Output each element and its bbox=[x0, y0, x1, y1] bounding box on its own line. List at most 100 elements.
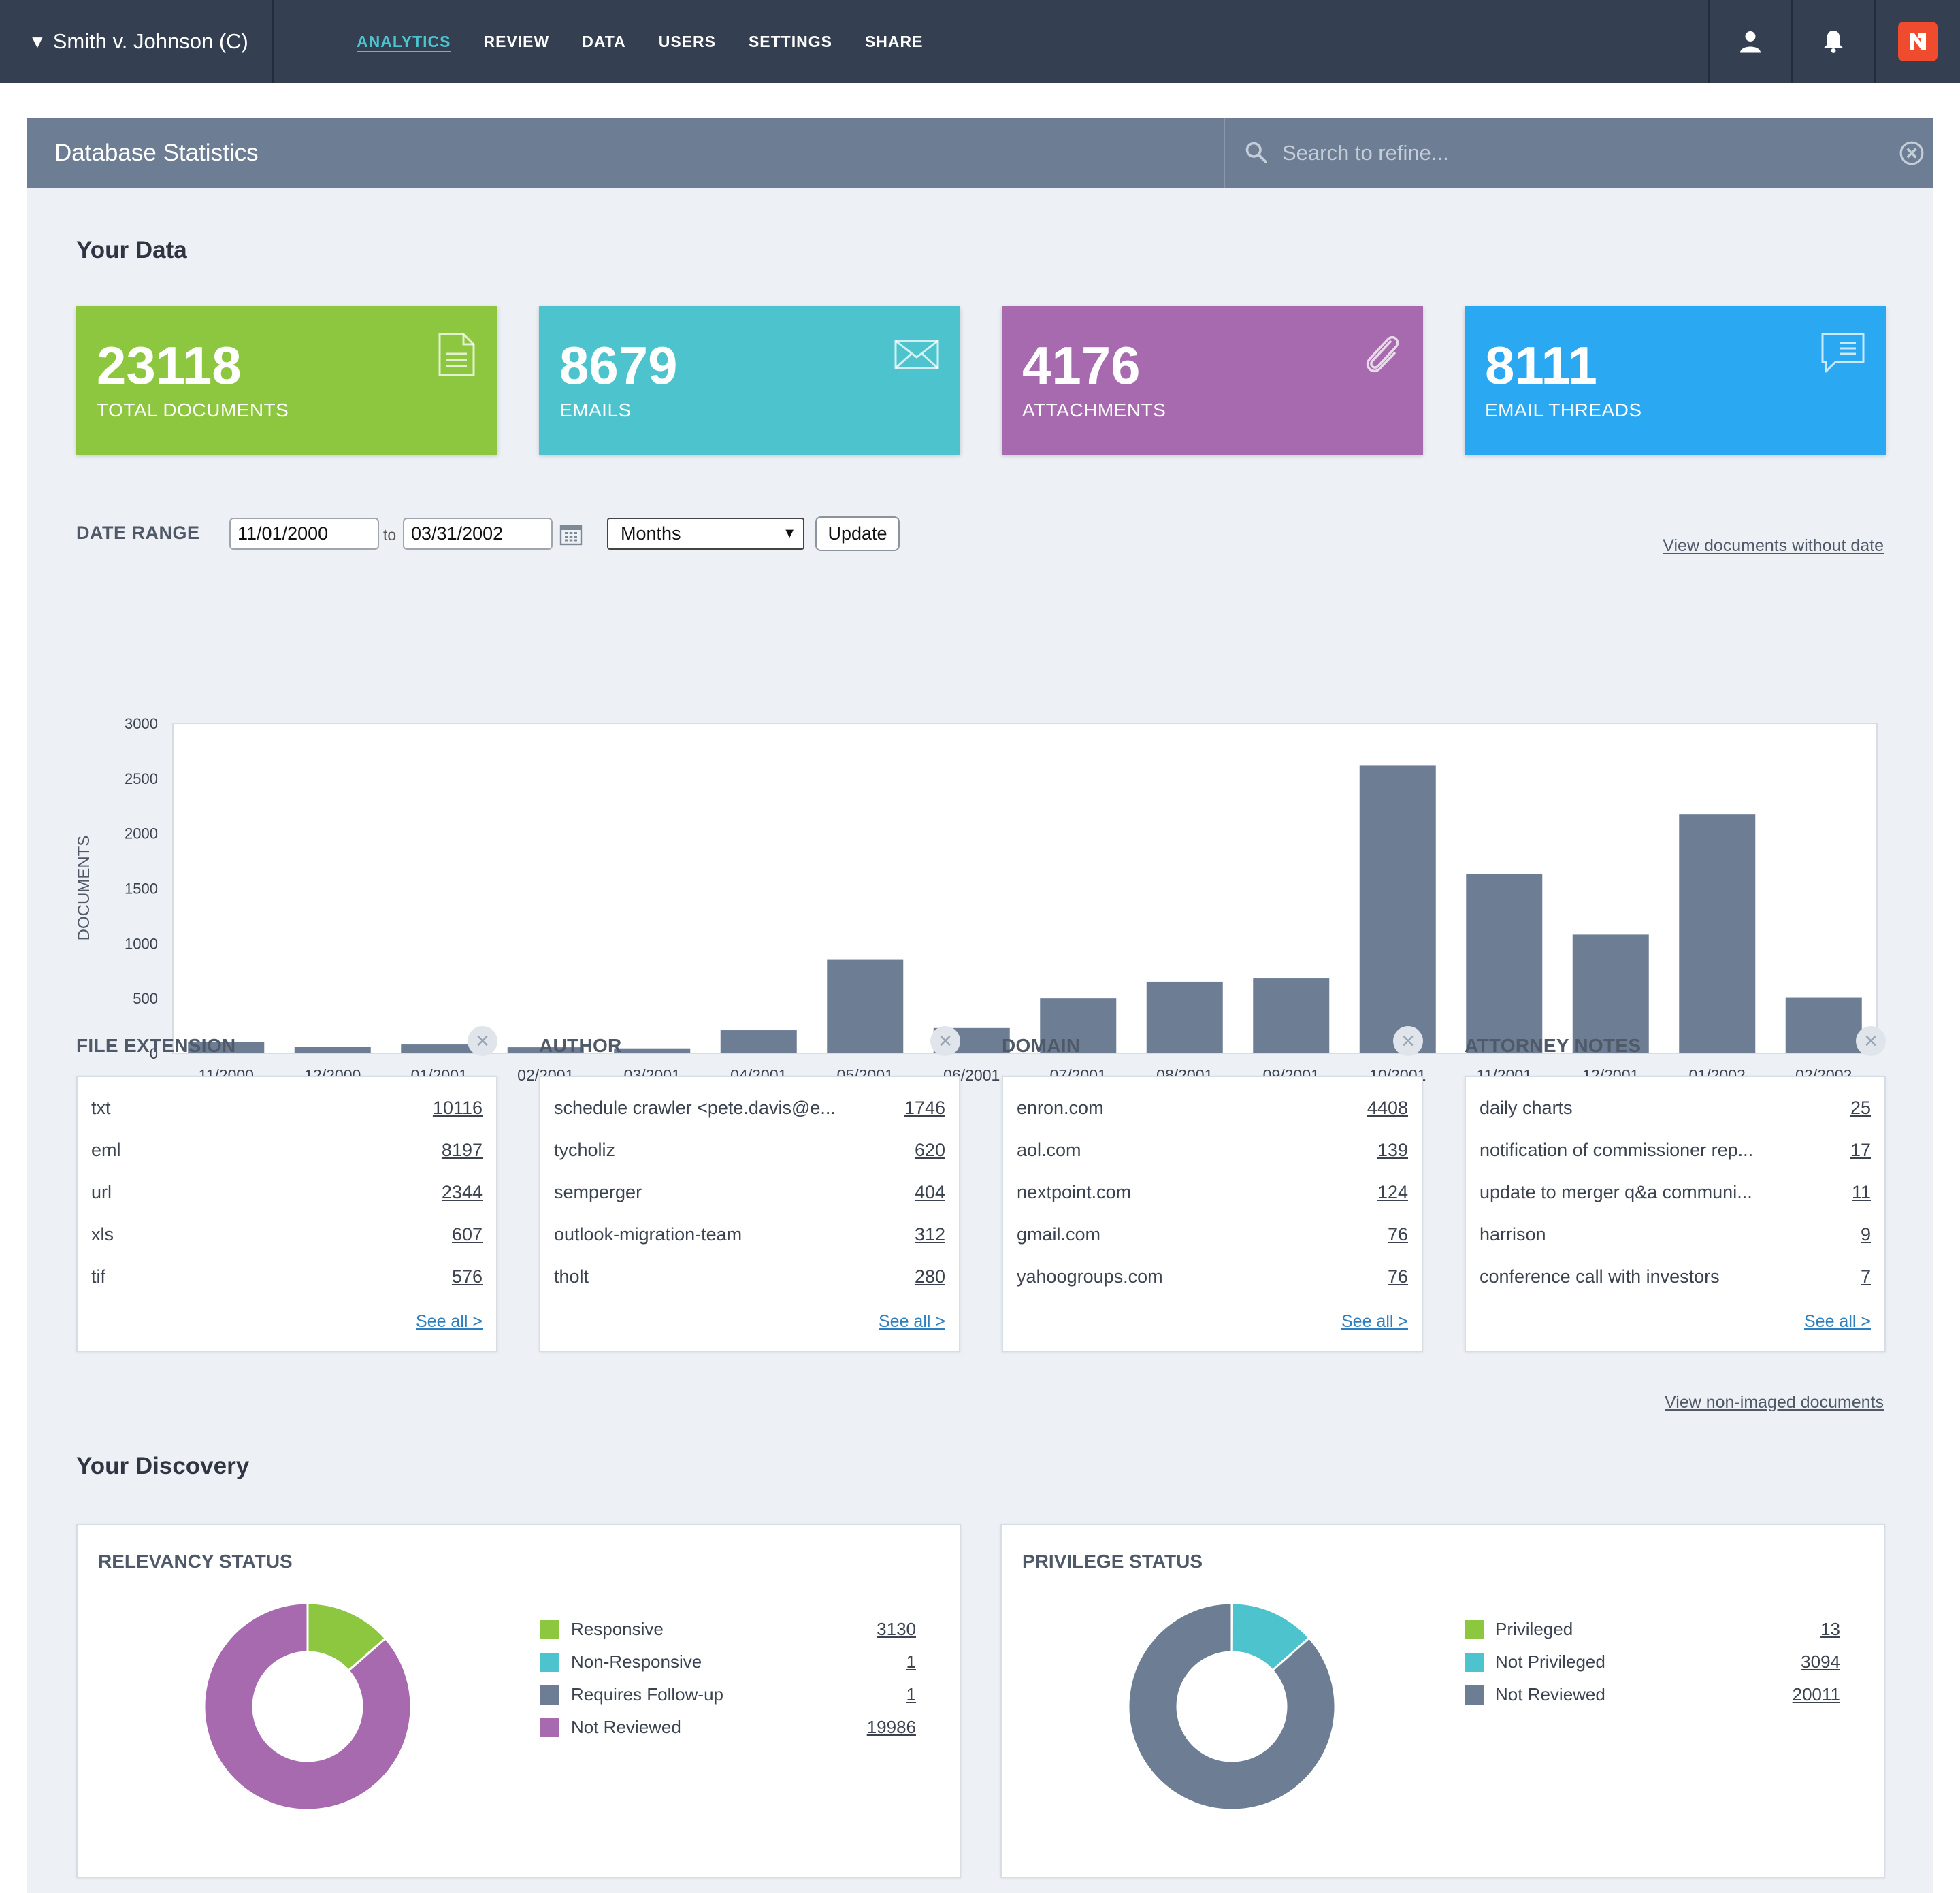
chart-bar bbox=[720, 1030, 797, 1053]
facet-row-count-link[interactable]: 7 bbox=[1860, 1266, 1871, 1287]
see-all-link[interactable]: See all > bbox=[1341, 1312, 1408, 1331]
tile-value: 8679 bbox=[559, 335, 678, 395]
facet-row-count-link[interactable]: 280 bbox=[914, 1266, 945, 1287]
facet-box-domain: enron.com 4408 aol.com 139 nextpoint.com 124 g… bbox=[1002, 1076, 1423, 1352]
facet-row-count-link[interactable]: 124 bbox=[1377, 1182, 1408, 1202]
app-logo-icon bbox=[1898, 22, 1938, 61]
facet-row-count-link[interactable]: 607 bbox=[451, 1224, 483, 1245]
chart-bar bbox=[614, 1048, 691, 1053]
nav-data[interactable]: DATA bbox=[582, 32, 626, 50]
chart-bar bbox=[1466, 874, 1543, 1053]
facet-row-count-link[interactable]: 8197 bbox=[441, 1140, 483, 1160]
facet-row-count-link[interactable]: 2344 bbox=[441, 1182, 483, 1202]
legend-count-link[interactable]: 1 bbox=[906, 1684, 916, 1705]
close-icon[interactable]: × bbox=[930, 1026, 960, 1056]
see-all-link[interactable]: See all > bbox=[1804, 1312, 1871, 1331]
main-nav: ANALYTICS REVIEW DATA USERS SETTINGS SHA… bbox=[357, 0, 956, 83]
close-icon[interactable]: × bbox=[468, 1026, 497, 1056]
legend-swatch bbox=[540, 1653, 559, 1672]
close-icon[interactable]: × bbox=[1393, 1026, 1423, 1056]
facet-row-label: yahoogroups.com bbox=[1017, 1266, 1163, 1287]
facet-row-count-link[interactable]: 76 bbox=[1387, 1266, 1408, 1287]
search-input[interactable]: Search to refine... bbox=[1224, 118, 1933, 188]
view-documents-without-date-link[interactable]: View documents without date bbox=[1663, 536, 1884, 555]
facet-box-file-extension: txt 10116 eml 8197 url 2344 xls 607 tif 576 See al… bbox=[76, 1076, 497, 1352]
facet-row-count-link[interactable]: 576 bbox=[451, 1266, 483, 1287]
calendar-icon[interactable] bbox=[559, 522, 583, 546]
legend-count-link[interactable]: 19986 bbox=[866, 1717, 916, 1737]
chart-bar bbox=[1359, 765, 1436, 1053]
facet-row-count-link[interactable]: 17 bbox=[1850, 1140, 1871, 1160]
user-button[interactable] bbox=[1708, 0, 1791, 83]
facet-row-count-link[interactable]: 9 bbox=[1860, 1224, 1871, 1245]
interval-select[interactable]: Months ▼ bbox=[607, 518, 804, 550]
facet-row: url 2344 bbox=[91, 1182, 483, 1209]
y-tick-label: 500 bbox=[133, 990, 158, 1007]
close-icon[interactable]: × bbox=[1856, 1026, 1886, 1056]
facet-title-attorney-notes: ATTORNEY NOTES bbox=[1465, 1035, 1642, 1056]
case-selector[interactable]: ▼ Smith v. Johnson (C) bbox=[0, 0, 274, 83]
legend-item: Privileged 13 bbox=[1465, 1619, 1840, 1642]
facet-row-count-link[interactable]: 404 bbox=[914, 1182, 945, 1202]
nav-review[interactable]: REVIEW bbox=[483, 32, 550, 50]
app-logo-button[interactable] bbox=[1874, 0, 1960, 83]
nav-analytics[interactable]: ANALYTICS bbox=[357, 32, 451, 50]
facet-row-label: gmail.com bbox=[1017, 1224, 1101, 1245]
legend-item: Requires Follow-up 1 bbox=[540, 1684, 916, 1707]
tile-attachments[interactable]: 4176 ATTACHMENTS bbox=[1002, 306, 1423, 455]
facet-row-label: tholt bbox=[554, 1266, 589, 1287]
paperclip-icon bbox=[1366, 335, 1399, 373]
notifications-button[interactable] bbox=[1791, 0, 1874, 83]
see-all-link[interactable]: See all > bbox=[416, 1312, 483, 1331]
facet-row-count-link[interactable]: 620 bbox=[914, 1140, 945, 1160]
facet-row-count-link[interactable]: 139 bbox=[1377, 1140, 1408, 1160]
search-placeholder: Search to refine... bbox=[1282, 141, 1449, 165]
privilege-status-title: PRIVILEGE STATUS bbox=[1022, 1551, 1203, 1572]
privilege-donut-chart bbox=[1127, 1602, 1337, 1811]
tile-email-threads[interactable]: 8111 EMAIL THREADS bbox=[1465, 306, 1886, 455]
facet-row-label: enron.com bbox=[1017, 1098, 1104, 1118]
facet-row-label: xls bbox=[91, 1224, 114, 1245]
legend-count-link[interactable]: 3094 bbox=[1801, 1651, 1840, 1672]
relevancy-donut-chart bbox=[203, 1602, 412, 1811]
legend-count-link[interactable]: 20011 bbox=[1792, 1684, 1840, 1705]
date-from-input[interactable]: 11/01/2000 bbox=[229, 518, 379, 550]
date-to-input[interactable]: 03/31/2002 bbox=[403, 518, 553, 550]
facet-row-label: outlook-migration-team bbox=[554, 1224, 742, 1245]
facet-row-label: conference call with investors bbox=[1480, 1266, 1720, 1287]
facet-row-count-link[interactable]: 312 bbox=[914, 1224, 945, 1245]
legend-swatch bbox=[540, 1685, 559, 1705]
facet-row-count-link[interactable]: 4408 bbox=[1367, 1098, 1408, 1118]
view-non-imaged-documents-link[interactable]: View non-imaged documents bbox=[1665, 1393, 1884, 1412]
facet-row: aol.com 139 bbox=[1017, 1140, 1408, 1167]
facet-row: yahoogroups.com 76 bbox=[1017, 1266, 1408, 1294]
nav-share[interactable]: SHARE bbox=[864, 32, 924, 50]
facet-row-count-link[interactable]: 25 bbox=[1850, 1098, 1871, 1118]
facet-row-label: schedule crawler <pete.davis@e... bbox=[554, 1098, 836, 1118]
legend-count-link[interactable]: 3130 bbox=[877, 1619, 916, 1639]
facet-box-author: schedule crawler <pete.davis@e... 1746 tyc… bbox=[539, 1076, 960, 1352]
facet-row: tholt 280 bbox=[554, 1266, 945, 1294]
update-button[interactable]: Update bbox=[815, 516, 900, 551]
your-data-heading: Your Data bbox=[76, 237, 187, 263]
facet-row-count-link[interactable]: 76 bbox=[1387, 1224, 1408, 1245]
facet-row: xls 607 bbox=[91, 1224, 483, 1251]
facet-row-label: tycholiz bbox=[554, 1140, 616, 1160]
facet-row-count-link[interactable]: 11 bbox=[1851, 1182, 1871, 1202]
facet-row: txt 10116 bbox=[91, 1098, 483, 1125]
chart-bar bbox=[1040, 998, 1117, 1053]
nav-users[interactable]: USERS bbox=[658, 32, 716, 50]
tile-total-documents[interactable]: 23118 TOTAL DOCUMENTS bbox=[76, 306, 497, 455]
legend-count-link[interactable]: 1 bbox=[906, 1651, 916, 1672]
legend-swatch bbox=[1465, 1685, 1484, 1705]
legend-item: Not Reviewed 19986 bbox=[540, 1717, 916, 1740]
facet-row-count-link[interactable]: 1746 bbox=[904, 1098, 945, 1118]
tile-emails[interactable]: 8679 EMAILS bbox=[539, 306, 960, 455]
legend-count-link[interactable]: 13 bbox=[1820, 1619, 1840, 1639]
nav-settings[interactable]: SETTINGS bbox=[748, 32, 832, 50]
clear-search-icon[interactable] bbox=[1899, 140, 1925, 166]
see-all-link[interactable]: See all > bbox=[879, 1312, 945, 1331]
facet-row-label: notification of commissioner rep... bbox=[1480, 1140, 1754, 1160]
facet-row-count-link[interactable]: 10116 bbox=[432, 1098, 483, 1118]
chart-bar bbox=[507, 1047, 584, 1053]
